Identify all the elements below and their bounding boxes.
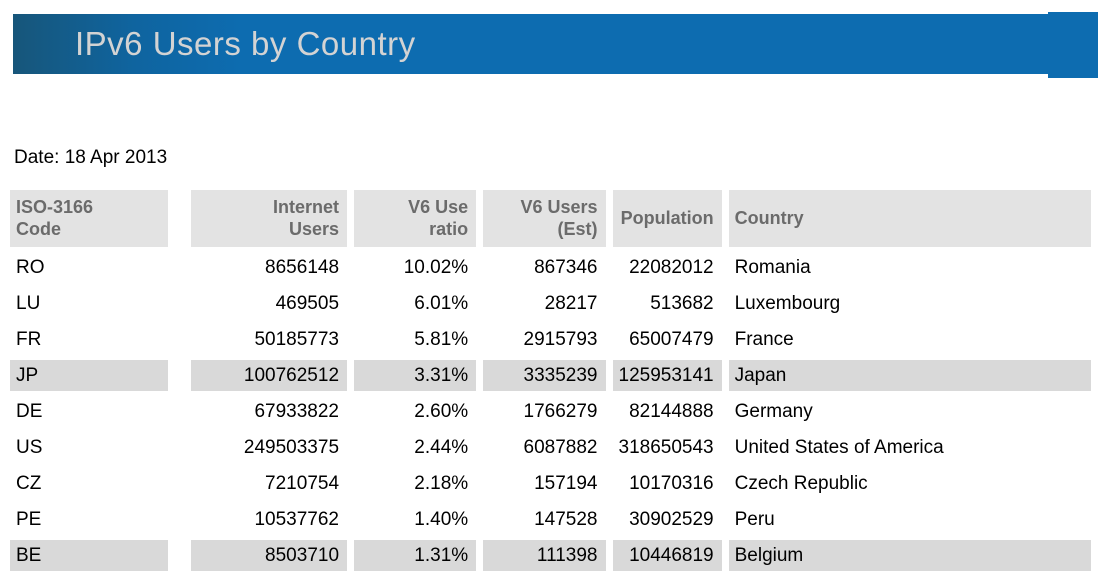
cell-v6-use-ratio: 6.01% <box>414 293 469 314</box>
cell-iso-code: JP <box>10 360 169 391</box>
cell-country: Japan <box>728 360 1091 391</box>
cell-internet-users: 7210754 <box>265 473 340 494</box>
cell-v6-use-ratio: 2.60% <box>414 401 469 422</box>
cell-population: 10446819 <box>612 540 722 571</box>
cell-v6-users-est: 3335239 <box>483 360 606 391</box>
column-header-country: Country <box>728 190 1091 247</box>
cell-iso-code: CZ <box>16 473 42 494</box>
table-row: BE 8503710 1.31% 111398 10446819 Belgium <box>10 540 1091 571</box>
title-bar-end-cap <box>1048 12 1098 78</box>
table-row: FR 50185773 5.81% 2915793 65007479 Franc… <box>10 324 1091 355</box>
table-body: RO 8656148 10.02% 867346 22082012 Romani… <box>10 252 1091 571</box>
cell-v6-users-est: 28217 <box>544 293 598 314</box>
cell-v6-users-est: 867346 <box>534 257 598 278</box>
table-row: PE 10537762 1.40% 147528 30902529 Peru <box>10 504 1091 535</box>
column-spacer <box>175 504 184 535</box>
cell-population: 22082012 <box>629 257 714 278</box>
cell-v6-users-est: 111398 <box>483 540 606 571</box>
cell-population: 30902529 <box>629 509 714 530</box>
cell-country: Belgium <box>728 540 1091 571</box>
cell-internet-users: 100762512 <box>190 360 348 391</box>
column-header-v6-users-est: V6 Users (Est) <box>483 190 606 247</box>
column-spacer <box>175 288 184 319</box>
column-header-internet-users: Internet Users <box>190 190 348 247</box>
cell-internet-users: 50185773 <box>254 329 340 350</box>
date-label: Date: 18 Apr 2013 <box>14 147 168 168</box>
cell-v6-use-ratio: 2.18% <box>414 473 469 494</box>
column-spacer <box>175 432 184 463</box>
table-row: RO 8656148 10.02% 867346 22082012 Romani… <box>10 252 1091 283</box>
cell-country: Czech Republic <box>734 473 868 494</box>
table-header: ISO-3166 Code Internet Users V6 Use rati… <box>10 190 1091 247</box>
cell-iso-code: DE <box>16 401 43 422</box>
column-spacer <box>175 324 184 355</box>
cell-population: 125953141 <box>612 360 722 391</box>
cell-v6-users-est: 2915793 <box>523 329 598 350</box>
cell-internet-users: 8656148 <box>265 257 340 278</box>
column-spacer <box>175 252 184 283</box>
cell-iso-code: RO <box>16 257 45 278</box>
cell-iso-code: FR <box>16 329 42 350</box>
cell-population: 318650543 <box>618 437 714 458</box>
cell-country: Luxembourg <box>734 293 841 314</box>
cell-population: 513682 <box>650 293 714 314</box>
column-spacer <box>175 190 184 247</box>
cell-population: 65007479 <box>629 329 714 350</box>
table-row: LU 469505 6.01% 28217 513682 Luxembourg <box>10 288 1091 319</box>
column-header-v6-use-ratio: V6 Use ratio <box>354 190 477 247</box>
cell-internet-users: 8503710 <box>190 540 348 571</box>
cell-v6-users-est: 147528 <box>534 509 598 530</box>
cell-v6-users-est: 1766279 <box>523 401 598 422</box>
cell-internet-users: 249503375 <box>243 437 340 458</box>
column-header-population: Population <box>612 190 722 247</box>
cell-internet-users: 10537762 <box>254 509 340 530</box>
table-header-row: ISO-3166 Code Internet Users V6 Use rati… <box>10 190 1091 247</box>
cell-iso-code: LU <box>16 293 41 314</box>
ipv6-users-table: ISO-3166 Code Internet Users V6 Use rati… <box>3 185 1098 576</box>
cell-iso-code: US <box>16 437 43 458</box>
cell-v6-use-ratio: 1.40% <box>414 509 469 530</box>
cell-v6-use-ratio: 3.31% <box>354 360 477 391</box>
table-row: CZ 7210754 2.18% 157194 10170316 Czech R… <box>10 468 1091 499</box>
cell-country: Romania <box>734 257 811 278</box>
page-title: IPv6 Users by Country <box>75 25 416 62</box>
cell-v6-users-est: 157194 <box>534 473 598 494</box>
table-row: US 249503375 2.44% 6087882 318650543 Uni… <box>10 432 1091 463</box>
cell-country: Peru <box>734 509 775 530</box>
table-row: JP 100762512 3.31% 3335239 125953141 Jap… <box>10 360 1091 391</box>
column-spacer <box>175 360 184 391</box>
cell-v6-use-ratio: 1.31% <box>354 540 477 571</box>
cell-internet-users: 67933822 <box>254 401 340 422</box>
cell-population: 82144888 <box>629 401 714 422</box>
column-spacer <box>175 468 184 499</box>
cell-country: United States of America <box>734 437 944 458</box>
cell-iso-code: PE <box>16 509 42 530</box>
cell-internet-users: 469505 <box>275 293 340 314</box>
title-bar: IPv6 Users by Country <box>13 14 1048 74</box>
cell-v6-use-ratio: 10.02% <box>403 257 469 278</box>
cell-country: France <box>734 329 794 350</box>
column-spacer <box>175 396 184 427</box>
cell-country: Germany <box>734 401 813 422</box>
cell-v6-use-ratio: 2.44% <box>414 437 469 458</box>
cell-v6-users-est: 6087882 <box>523 437 598 458</box>
column-header-iso-code: ISO-3166 Code <box>10 190 169 247</box>
cell-population: 10170316 <box>629 473 714 494</box>
cell-iso-code: BE <box>10 540 169 571</box>
table-row: DE 67933822 2.60% 1766279 82144888 Germa… <box>10 396 1091 427</box>
cell-v6-use-ratio: 5.81% <box>414 329 469 350</box>
column-spacer <box>175 540 184 571</box>
